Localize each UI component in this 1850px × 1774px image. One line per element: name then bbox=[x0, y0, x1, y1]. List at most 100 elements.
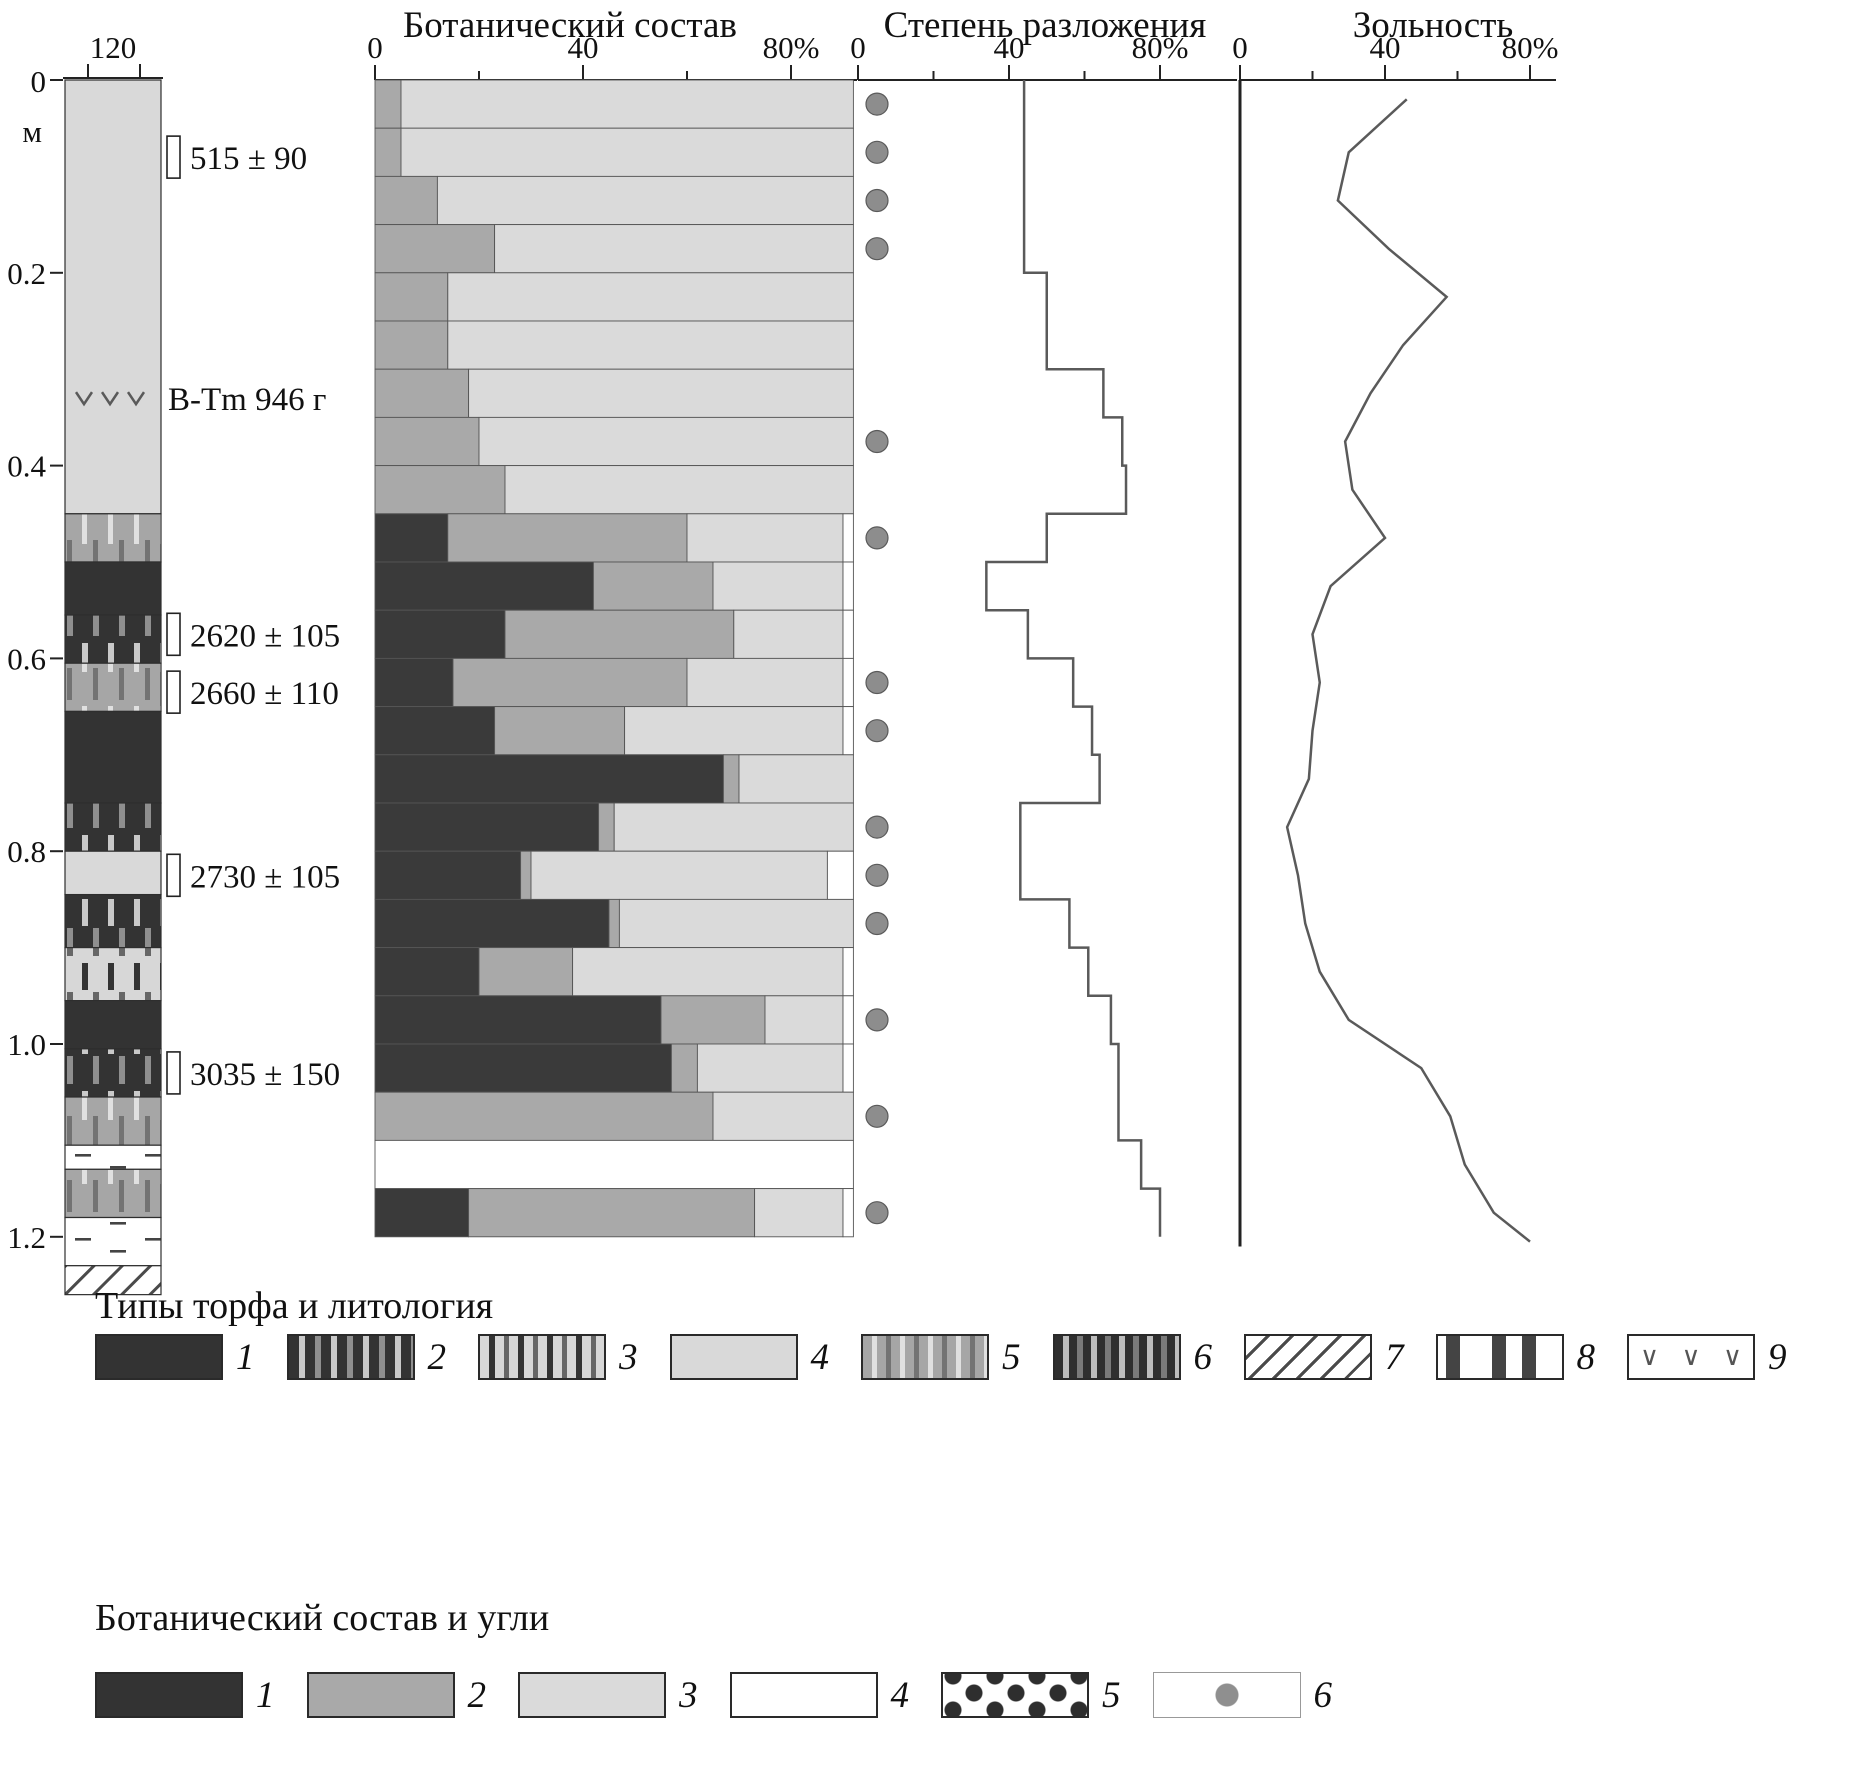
ash-chart: 0 40 80% bbox=[1232, 30, 1558, 1247]
bar-segment-light-gray bbox=[733, 609, 844, 659]
column-scale-label: 120 bbox=[90, 30, 137, 65]
bar-segment-medium-gray bbox=[374, 224, 496, 274]
bar-segment-medium-gray bbox=[452, 657, 688, 708]
peat-type-4-swatch bbox=[669, 1334, 798, 1380]
botanical-tick-label: 40 bbox=[568, 30, 599, 65]
legend-number: 3 bbox=[619, 1336, 638, 1378]
legend-item-peat-7: 7 bbox=[1244, 1334, 1404, 1380]
peat-legend-row: 1 2 3 4 5 6 7 8 9 bbox=[95, 1334, 1819, 1380]
legend-number: 4 bbox=[890, 1674, 910, 1716]
bar-segment-medium-gray bbox=[504, 609, 735, 659]
lithology-layer-type-5 bbox=[64, 1168, 162, 1219]
lithology-layer-type-3 bbox=[64, 946, 162, 1002]
peat-type-1-swatch bbox=[95, 1334, 223, 1380]
bar-segment-light-gray bbox=[530, 850, 828, 900]
bar-segment-light-gray bbox=[624, 706, 844, 756]
date-sample-marker bbox=[166, 1051, 181, 1095]
bar-segment-medium-gray bbox=[374, 465, 506, 515]
charcoal-dot bbox=[865, 911, 889, 936]
peat-type-5-swatch bbox=[861, 1334, 989, 1380]
bar-segment-light-gray bbox=[738, 754, 854, 804]
bar-segment-white bbox=[842, 1043, 854, 1093]
bar-segment-light-gray bbox=[478, 416, 854, 467]
charcoal-dot bbox=[865, 863, 889, 887]
bar-segment-white bbox=[842, 609, 854, 659]
decomposition-tick-label: 80% bbox=[1132, 30, 1189, 65]
charcoal-dot bbox=[865, 815, 889, 839]
lithology-layer-type-1 bbox=[64, 710, 162, 804]
bar-segment-light-gray bbox=[468, 368, 854, 418]
tephra-layer-label: B-Tm 946 г bbox=[168, 382, 326, 418]
lithology-layer-type-2 bbox=[64, 802, 162, 852]
bar-segment-light-gray bbox=[613, 802, 854, 852]
medium-gray-series-swatch bbox=[306, 1672, 455, 1718]
bar-segment-medium-gray bbox=[722, 754, 740, 804]
bar-segment-white bbox=[842, 706, 854, 756]
bar-segment-medium-gray bbox=[592, 561, 714, 611]
light-gray-series-swatch bbox=[518, 1672, 666, 1718]
decomposition-chart: 0 40 80% bbox=[850, 30, 1237, 1237]
legend-item-bot-4: 4 bbox=[729, 1672, 910, 1718]
lithology-layer-type-1 bbox=[64, 561, 162, 616]
bar-segment-medium-gray bbox=[374, 1091, 714, 1141]
legend-item-peat-4: 4 bbox=[669, 1334, 829, 1380]
charcoal-dot bbox=[865, 429, 889, 454]
bar-segment-dark bbox=[374, 802, 600, 852]
bar-segment-white bbox=[826, 850, 854, 900]
bar-segment-light-gray bbox=[572, 947, 844, 997]
legend-item-peat-8: 8 bbox=[1435, 1334, 1596, 1380]
legend-item-bot-3: 3 bbox=[518, 1672, 698, 1718]
charcoal-dot bbox=[865, 1104, 889, 1128]
radiocarbon-date-label: 515 ± 90 bbox=[190, 141, 307, 177]
bar-segment-dark bbox=[374, 1188, 470, 1238]
lithology-layer-type-2 bbox=[64, 893, 162, 949]
bar-segment-medium-gray bbox=[374, 79, 402, 129]
bar-segment-medium-gray bbox=[608, 898, 620, 949]
botanical-tick-label: 0 bbox=[367, 30, 383, 65]
botanical-legend-row: 1 2 3 4 5 6 bbox=[95, 1672, 1364, 1718]
bar-segment-dark bbox=[374, 561, 594, 611]
lithology-layer-type-5 bbox=[64, 513, 162, 563]
ash-tick-label: 0 bbox=[1232, 30, 1248, 65]
legend-item-peat-9: 9 bbox=[1627, 1334, 1787, 1380]
bar-segment-dark bbox=[374, 995, 662, 1045]
stratigraphy-chart: 120 0 м 0.2 0.4 0.6 0.8 1.0 1.2 0 40 80% 0 40 80% 0 40 80… bbox=[7, 30, 1558, 1296]
bar-segment-light-gray bbox=[494, 224, 854, 274]
depth-label: 0.8 bbox=[7, 834, 46, 869]
lithology-layer-type-8 bbox=[64, 1216, 162, 1267]
radiocarbon-date-label: 2660 ± 110 bbox=[190, 676, 339, 712]
charcoal-dot bbox=[865, 140, 889, 164]
depth-label: 0.4 bbox=[7, 449, 46, 484]
legend-item-bot-6: 6 bbox=[1152, 1672, 1332, 1718]
decomposition-chart-title: Степень разложения bbox=[883, 5, 1207, 46]
depth-label: 0.2 bbox=[7, 256, 46, 291]
charcoal-dot bbox=[865, 92, 889, 116]
legend-number: 2 bbox=[427, 1336, 447, 1378]
bar-segment-medium-gray bbox=[520, 850, 532, 900]
bar-segment-light-gray bbox=[618, 898, 854, 949]
legend-item-bot-1: 1 bbox=[95, 1672, 275, 1718]
tephra-swatch bbox=[1627, 1334, 1755, 1380]
decomposition-tick-label: 40 bbox=[994, 30, 1025, 65]
bar-segment-dark bbox=[374, 850, 522, 900]
radiocarbon-date-label: 3035 ± 150 bbox=[190, 1057, 340, 1093]
charcoal-dot-swatch bbox=[1152, 1672, 1301, 1718]
ash-tick-label: 40 bbox=[1370, 30, 1401, 65]
date-sample-marker bbox=[166, 853, 181, 898]
legend-item-peat-1: 1 bbox=[95, 1334, 255, 1380]
bar-segment-white bbox=[842, 947, 854, 997]
legend-item-bot-2: 2 bbox=[306, 1672, 486, 1718]
bar-segment-dark bbox=[374, 706, 496, 756]
legend-number: 8 bbox=[1576, 1336, 1596, 1378]
bar-segment-medium-gray bbox=[374, 416, 480, 467]
dark-series-swatch bbox=[95, 1672, 243, 1718]
depth-label: 0.6 bbox=[7, 641, 46, 676]
bar-segment-dark bbox=[374, 1043, 672, 1093]
bar-segment-white bbox=[842, 995, 854, 1045]
lithology-layer-type-8 bbox=[64, 1144, 162, 1170]
bar-segment-light-gray bbox=[504, 465, 854, 515]
legend-number: 5 bbox=[1002, 1336, 1021, 1378]
lithology-layer-type-5 bbox=[64, 662, 162, 713]
legend-item-peat-2: 2 bbox=[286, 1334, 447, 1380]
